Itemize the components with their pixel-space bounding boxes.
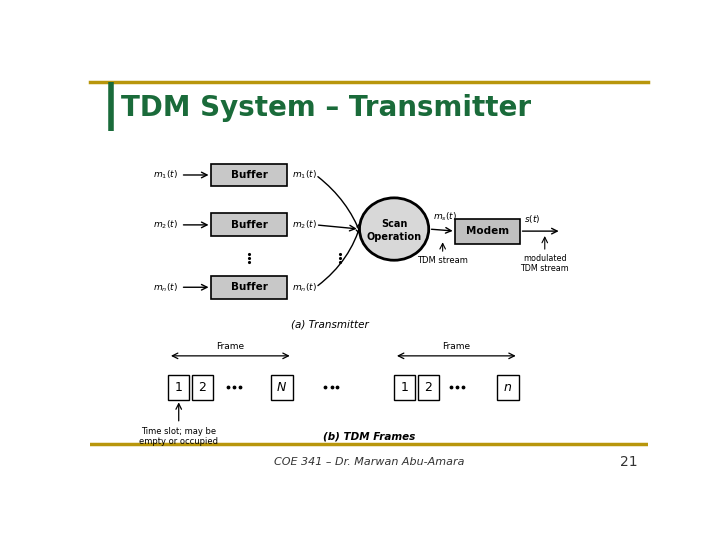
FancyBboxPatch shape — [271, 375, 292, 400]
Text: Frame: Frame — [216, 342, 244, 351]
Text: Operation: Operation — [366, 232, 422, 241]
Text: $m_1(t)$: $m_1(t)$ — [292, 168, 317, 181]
Text: Time slot; may be
empty or occupied: Time slot; may be empty or occupied — [139, 427, 218, 446]
Text: 21: 21 — [620, 455, 637, 469]
FancyBboxPatch shape — [192, 375, 213, 400]
Text: 2: 2 — [198, 381, 206, 394]
Text: $m_n(t)$: $m_n(t)$ — [153, 281, 178, 294]
Text: 1: 1 — [175, 381, 183, 394]
Text: $m_n(t)$: $m_n(t)$ — [292, 281, 317, 294]
Text: 2: 2 — [424, 381, 432, 394]
FancyBboxPatch shape — [498, 375, 518, 400]
Text: (a) Transmitter: (a) Transmitter — [291, 320, 369, 330]
Text: $s(t)$: $s(t)$ — [524, 213, 541, 225]
FancyBboxPatch shape — [212, 276, 287, 299]
Text: Buffer: Buffer — [230, 282, 267, 292]
Text: (b) TDM Frames: (b) TDM Frames — [323, 432, 415, 442]
Text: $N$: $N$ — [276, 381, 287, 394]
Text: TDM stream: TDM stream — [417, 256, 468, 265]
Text: Scan: Scan — [381, 219, 408, 229]
Text: TDM System – Transmitter: TDM System – Transmitter — [121, 94, 531, 123]
Text: Buffer: Buffer — [230, 170, 267, 180]
Text: $m_2(t)$: $m_2(t)$ — [292, 219, 317, 231]
Text: COE 341 – Dr. Marwan Abu-Amara: COE 341 – Dr. Marwan Abu-Amara — [274, 457, 464, 467]
Text: Modem: Modem — [466, 226, 509, 236]
Text: 1: 1 — [401, 381, 409, 394]
Text: $m_1(t)$: $m_1(t)$ — [153, 168, 178, 181]
Ellipse shape — [359, 198, 428, 260]
Text: $n$: $n$ — [503, 381, 513, 394]
FancyBboxPatch shape — [418, 375, 438, 400]
FancyBboxPatch shape — [394, 375, 415, 400]
Text: Frame: Frame — [442, 342, 470, 351]
FancyBboxPatch shape — [168, 375, 189, 400]
FancyBboxPatch shape — [212, 164, 287, 186]
Text: $m_2(t)$: $m_2(t)$ — [153, 219, 178, 231]
Text: $m_s(t)$: $m_s(t)$ — [433, 210, 457, 223]
FancyBboxPatch shape — [212, 213, 287, 237]
Text: modulated
TDM stream: modulated TDM stream — [521, 254, 569, 273]
FancyBboxPatch shape — [456, 219, 520, 244]
Text: Buffer: Buffer — [230, 220, 267, 230]
